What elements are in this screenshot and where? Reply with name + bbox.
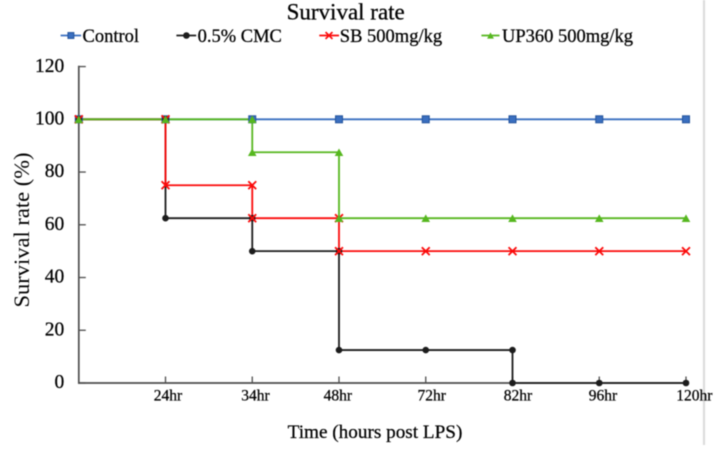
svg-text:82hr: 82hr	[504, 388, 533, 405]
svg-text:Survival rate (%): Survival rate (%)	[9, 153, 34, 308]
svg-text:UP360 500mg/kg: UP360 500mg/kg	[502, 27, 633, 47]
svg-text:Time (hours post LPS): Time (hours post LPS)	[288, 422, 463, 443]
svg-text:SB 500mg/kg: SB 500mg/kg	[340, 27, 442, 47]
svg-text:24hr: 24hr	[154, 388, 183, 405]
svg-text:96hr: 96hr	[589, 388, 618, 405]
svg-text:120: 120	[35, 56, 64, 77]
svg-text:0.5% CMC: 0.5% CMC	[198, 27, 282, 47]
svg-text:40: 40	[45, 267, 65, 288]
svg-text:20: 20	[45, 319, 65, 340]
svg-text:Control: Control	[83, 27, 140, 47]
svg-text:0: 0	[55, 372, 65, 393]
svg-text:120hr: 120hr	[676, 388, 713, 405]
svg-text:Survival rate: Survival rate	[287, 0, 405, 24]
svg-text:60: 60	[45, 214, 65, 235]
svg-text:80: 80	[45, 161, 65, 182]
svg-text:72hr: 72hr	[417, 388, 446, 405]
svg-text:100: 100	[35, 109, 64, 130]
svg-text:48hr: 48hr	[324, 388, 353, 405]
svg-text:34hr: 34hr	[241, 388, 270, 405]
